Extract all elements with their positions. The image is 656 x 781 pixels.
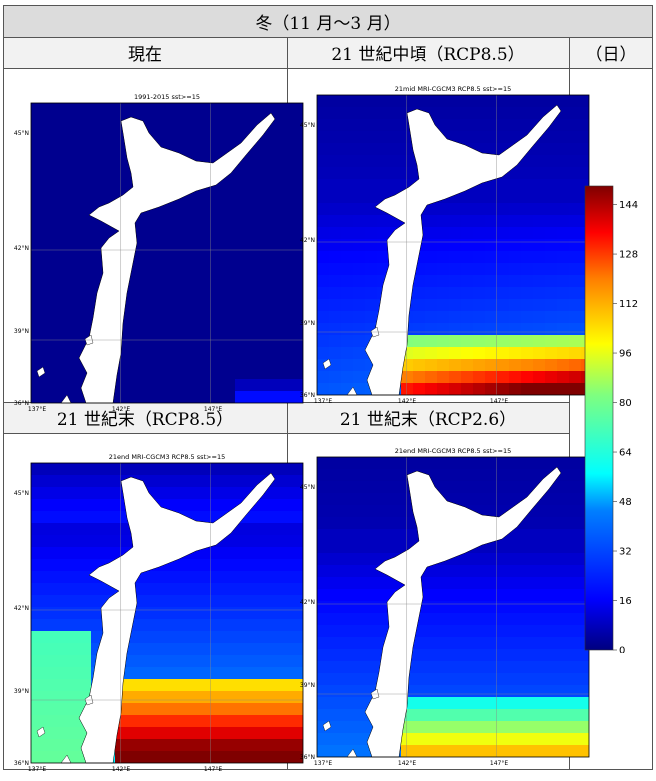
- lat-tick-label: 39°N: [14, 688, 29, 695]
- figure-table: 冬（11 月〜3 月） 現在 21 世紀中頃（RCP8.5） （日） 21 世紀…: [3, 5, 653, 773]
- lon-tick-label: 142°E: [112, 766, 130, 773]
- map-title: 21end MRI-CGCM3 RCP8.5 sst>=15: [109, 453, 225, 461]
- colorbar-tick-label: 128: [619, 250, 638, 261]
- map-mid-century-rcp85: 21mid MRI-CGCM3 RCP8.5 sst>=15 45°N 42°N 39…: [295, 83, 597, 413]
- island: [322, 358, 332, 370]
- lon-tick-label: 137°E: [314, 398, 332, 405]
- colorbar-svg: 144 128 112 96 80 64 48 32 16 0: [584, 185, 638, 653]
- column-header-end26-text: 21 世紀末（RCP2.6）: [339, 410, 517, 430]
- lon-tick-label: 142°E: [112, 406, 130, 413]
- sst-field: [31, 103, 303, 403]
- lat-tick-label: 42°N: [14, 245, 29, 252]
- map-title: 21end MRI-CGCM3 RCP8.5 sst>=15: [395, 447, 511, 455]
- lat-tick-label: 45°N: [300, 484, 315, 491]
- season-title: 冬（11 月〜3 月）: [3, 5, 653, 37]
- lon-tick-label: 147°E: [204, 766, 222, 773]
- island: [36, 726, 46, 738]
- sst-field: [317, 457, 589, 757]
- lon-tick-label: 147°E: [204, 406, 222, 413]
- lat-tick-label: 45°N: [14, 490, 29, 497]
- lat-tick-label: 36°N: [300, 392, 315, 399]
- land-mass: [364, 104, 562, 396]
- lat-tick-label: 36°N: [14, 400, 29, 407]
- land-mass: [364, 466, 562, 758]
- colorbar-tick-label: 96: [619, 349, 632, 360]
- colorbar-tick-label: 32: [619, 547, 632, 558]
- lat-tick-label: 42°N: [300, 599, 315, 606]
- colorbar: 144 128 112 96 80 64 48 32 16 0: [581, 183, 645, 653]
- column-header-unit: （日）: [569, 37, 653, 68]
- lat-tick-label: 39°N: [300, 320, 315, 327]
- lon-tick-label: 137°E: [314, 760, 332, 767]
- colorbar-tick-label: 0: [619, 646, 625, 654]
- colorbar-tick-label: 112: [619, 299, 638, 310]
- sst-field: [317, 95, 589, 395]
- lat-tick-label: 45°N: [14, 130, 29, 137]
- sst-field: [31, 463, 303, 763]
- column-header-present-text: 現在: [128, 45, 162, 65]
- lon-tick-label: 137°E: [28, 766, 46, 773]
- lat-tick-label: 45°N: [300, 122, 315, 129]
- lat-tick-label: 36°N: [14, 760, 29, 767]
- map-svg: 21end MRI-CGCM3 RCP8.5 sst>=15 45°N 42°N 39…: [300, 447, 590, 767]
- lat-tick-label: 36°N: [300, 754, 315, 761]
- map-title: 1991-2015 sst>=15: [134, 93, 200, 101]
- colorbar-ticks: 144 128 112 96 80 64 48 32 16 0: [613, 200, 638, 653]
- colorbar-rect: [584, 185, 614, 651]
- map-frame: [30, 462, 304, 764]
- column-header-end-rcp26: 21 世紀末（RCP2.6）: [287, 402, 569, 433]
- lat-tick-label: 39°N: [14, 328, 29, 335]
- map-title: 21mid MRI-CGCM3 RCP8.5 sst>=15: [395, 85, 511, 93]
- map-svg: 21end MRI-CGCM3 RCP8.5 sst>=15 45°N 42°N 39…: [14, 453, 304, 773]
- lon-tick-label: 147°E: [490, 760, 508, 767]
- colorbar-tick-label: 80: [619, 398, 632, 409]
- column-header-end-rcp85: 21 世紀末（RCP8.5）: [3, 402, 287, 433]
- colorbar-tick-label: 64: [619, 448, 632, 459]
- lon-tick-label: 142°E: [398, 398, 416, 405]
- column-header-mid-century: 21 世紀中頃（RCP8.5）: [287, 37, 569, 68]
- land-mass: [78, 112, 276, 404]
- map-end-century-rcp85: 21end MRI-CGCM3 RCP8.5 sst>=15 45°N 42°N 39…: [9, 451, 311, 781]
- colorbar-tick-label: 48: [619, 497, 632, 508]
- lat-tick-label: 42°N: [14, 605, 29, 612]
- column-header-present: 現在: [3, 37, 287, 68]
- lon-tick-label: 137°E: [28, 406, 46, 413]
- land-mass: [78, 472, 276, 764]
- colorbar-tick-label: 16: [619, 596, 632, 607]
- lat-tick-label: 42°N: [300, 237, 315, 244]
- map-present: 1991-2015 sst>=15 45°N 42°N 39°N 36°N 137°E 14…: [9, 91, 311, 421]
- column-header-unit-text: （日）: [585, 45, 637, 65]
- lon-tick-label: 147°E: [490, 398, 508, 405]
- column-header-end85-text: 21 世紀末（RCP8.5）: [56, 410, 234, 430]
- column-header-mid-text: 21 世紀中頃（RCP8.5）: [331, 45, 525, 65]
- lon-tick-label: 142°E: [398, 760, 416, 767]
- map-svg: 21mid MRI-CGCM3 RCP8.5 sst>=15 45°N 42°N 39…: [300, 85, 590, 405]
- lat-tick-label: 39°N: [300, 682, 315, 689]
- map-end-century-rcp26: 21end MRI-CGCM3 RCP8.5 sst>=15 45°N 42°N 39…: [295, 445, 597, 775]
- island: [36, 366, 46, 378]
- map-frame: [30, 102, 304, 404]
- colorbar-tick-label: 144: [619, 200, 638, 211]
- season-title-text: 冬（11 月〜3 月）: [255, 13, 401, 34]
- island: [322, 720, 332, 732]
